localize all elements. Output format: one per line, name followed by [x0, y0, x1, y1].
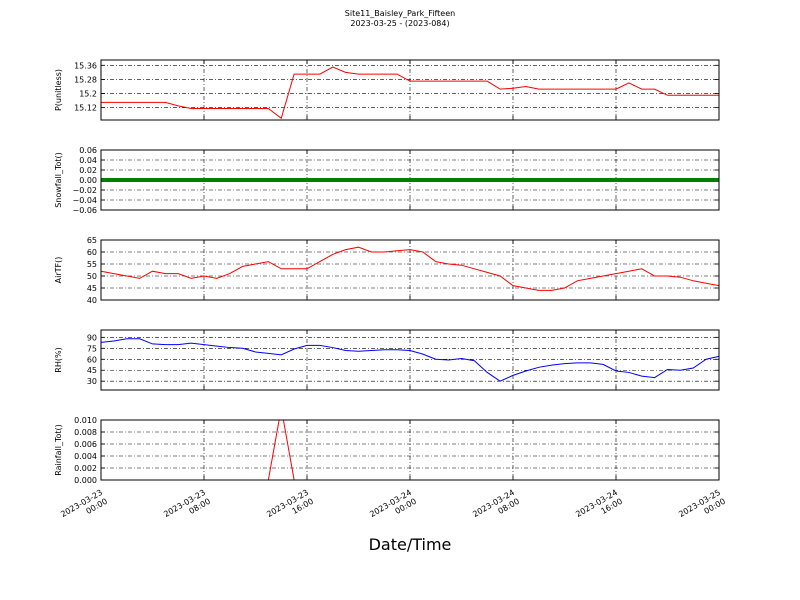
x-tick-label: 2023-03-2416:00: [574, 488, 624, 528]
data-line: [101, 66, 719, 120]
y-tick-label: 0.004: [74, 452, 97, 461]
title: Site11_Baisley_Park_Fifteen: [345, 9, 455, 18]
x-tick-label: 2023-03-2300:00: [59, 488, 109, 528]
y-tick-label: 0.00: [79, 176, 97, 185]
y-tick-label: 75: [87, 344, 97, 353]
y-tick-label: 55: [87, 260, 97, 269]
y-tick-label: 0.000: [74, 476, 97, 485]
plot-frame: [100, 149, 720, 211]
y-tick-label: 15.36: [74, 61, 97, 70]
x-tick-label: 2023-03-2400:00: [368, 488, 418, 528]
y-tick-label: 0.06: [79, 146, 97, 155]
x-axis-label: Date/Time: [369, 535, 452, 554]
y-tick-label: 65: [87, 236, 97, 245]
y-tick-label: 60: [87, 248, 97, 257]
x-tick-label: 2023-03-2408:00: [471, 488, 521, 528]
y-tick-label: 0.008: [74, 428, 97, 437]
y-tick-label: 0.02: [79, 166, 97, 175]
y-tick-label: 0.010: [74, 416, 97, 425]
y-tick-label: 30: [87, 377, 97, 386]
y-tick-label: 15.12: [74, 104, 97, 113]
y-tick-label: 50: [87, 272, 97, 281]
y-tick-label: −0.04: [72, 196, 97, 205]
x-tick-label: 2023-03-2500:00: [677, 488, 727, 528]
y-tick-label: 15.28: [74, 75, 97, 84]
y-tick-label: 0.002: [74, 464, 97, 473]
y-tick-label: −0.02: [72, 186, 97, 195]
subtitle: 2023-03-25 - (2023-084): [350, 19, 449, 28]
y-tick-label: 45: [87, 366, 97, 375]
y-axis-label: P(unitless): [54, 69, 63, 111]
data-line: [101, 246, 719, 291]
plot-frame: [100, 329, 720, 391]
y-tick-label: 90: [87, 333, 97, 342]
y-tick-label: 0.006: [74, 440, 97, 449]
y-tick-label: 15.2: [79, 90, 97, 99]
y-axis-label: AirTF(): [54, 257, 63, 284]
y-axis-label: Rainfall_Tot(): [54, 424, 63, 476]
data-line: [101, 338, 719, 382]
y-axis-label: Snowfall_Tot(): [54, 152, 63, 208]
x-tick-label: 2023-03-2316:00: [265, 488, 315, 528]
x-tick-label: 2023-03-2308:00: [162, 488, 212, 528]
y-tick-label: 0.04: [79, 156, 97, 165]
y-tick-label: −0.06: [72, 206, 97, 215]
y-tick-label: 60: [87, 355, 97, 364]
plot-frame: [100, 59, 720, 121]
y-tick-label: 40: [87, 296, 97, 305]
plot-frame: [100, 239, 720, 301]
y-tick-label: 45: [87, 284, 97, 293]
plot-frame: [100, 419, 720, 481]
y-axis-label: RH(%): [54, 347, 63, 372]
